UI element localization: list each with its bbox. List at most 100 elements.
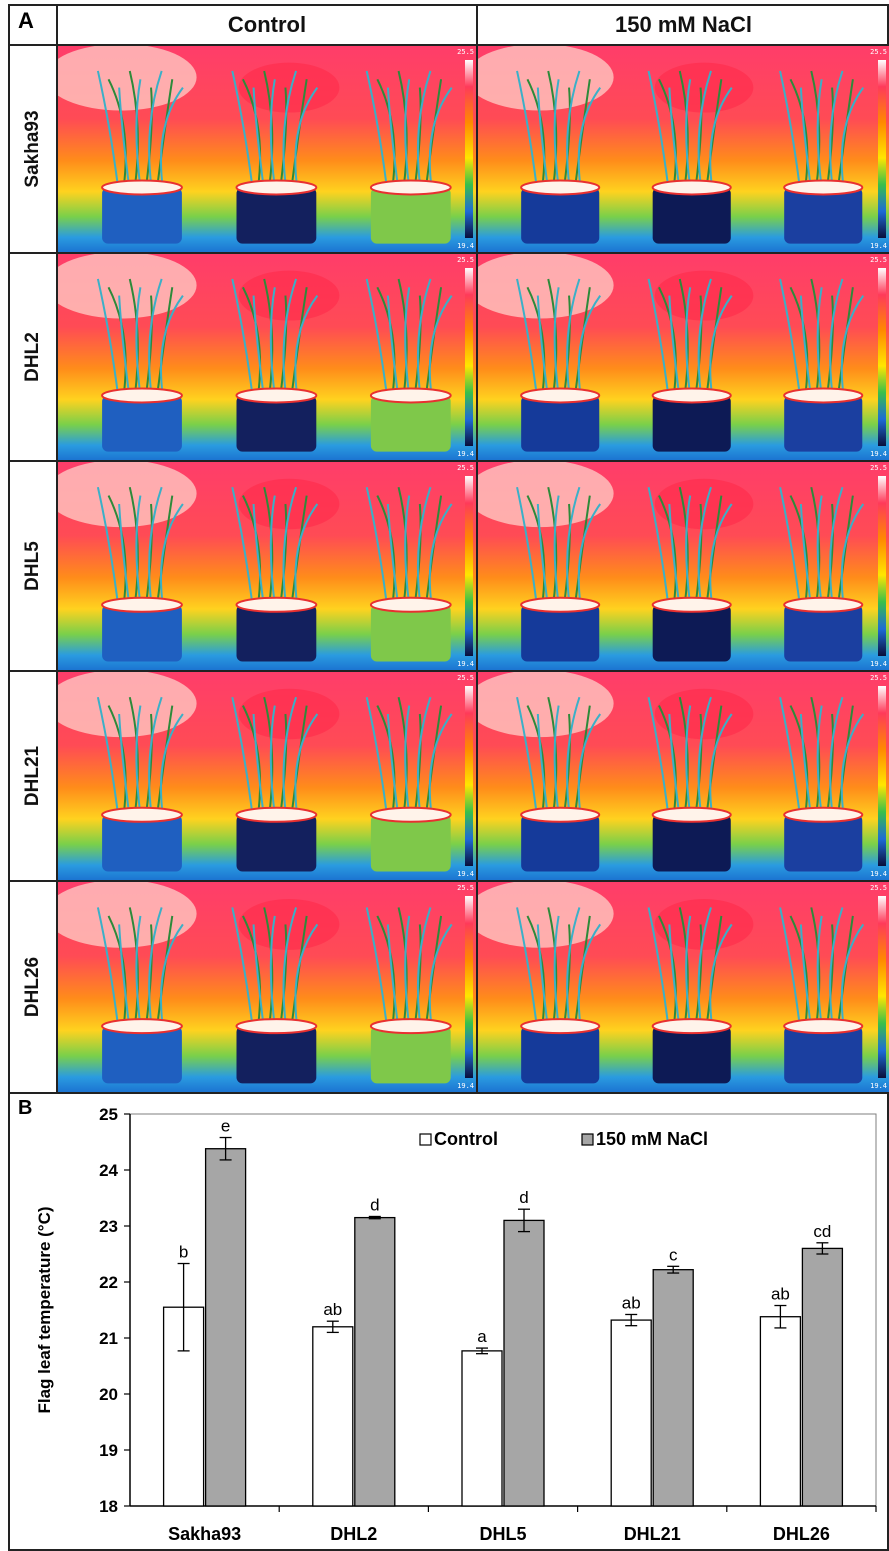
temperature-colorbar xyxy=(878,476,886,656)
thermal-image-graphic xyxy=(58,882,476,1092)
y-tick-label: 24 xyxy=(99,1161,118,1180)
colorbar-min-label: 19.4 xyxy=(457,242,474,250)
colorbar-min-label: 19.4 xyxy=(870,1082,887,1090)
colorbar-max-label: 25.5 xyxy=(870,884,887,892)
thermal-image-sakha93-nacl: 25.5 19.4 xyxy=(478,46,889,254)
row-label-text: DHL26 xyxy=(22,956,43,1018)
row-label-sakha93: Sakha93 xyxy=(10,46,58,254)
legend-label-nacl: 150 mM NaCl xyxy=(596,1129,708,1149)
bar-chart: B 18 19 20 21 22 23 24 25 Sakha93 DHL2 DHL5 DHL21 DH… xyxy=(18,1097,877,1544)
thermal-image-dhl21-control: 25.5 19.4 xyxy=(58,672,478,882)
corner-cell xyxy=(10,6,58,46)
significance-letter: cd xyxy=(813,1222,831,1241)
legend-swatch-control xyxy=(419,1133,432,1146)
row-label-dhl2: DHL2 xyxy=(10,254,58,462)
row-label-text: DHL5 xyxy=(22,541,43,591)
temperature-colorbar xyxy=(465,268,473,446)
thermal-image-graphic xyxy=(478,254,889,460)
legend-swatch-nacl xyxy=(581,1133,594,1146)
bar-control xyxy=(312,1326,354,1507)
colorbar-max-label: 25.5 xyxy=(457,48,474,56)
y-tick-label: 21 xyxy=(99,1329,118,1348)
legend-label-control: Control xyxy=(434,1129,498,1149)
thermal-image-graphic xyxy=(58,254,476,460)
thermal-image-graphic xyxy=(478,882,889,1092)
significance-letter: b xyxy=(179,1243,188,1262)
significance-letter: d xyxy=(370,1195,379,1214)
colorbar-max-label: 25.5 xyxy=(870,256,887,264)
thermal-image-graphic xyxy=(58,46,476,252)
y-tick-label: 22 xyxy=(99,1273,118,1292)
x-tick-label: DHL21 xyxy=(624,1524,681,1544)
x-tick-label: Sakha93 xyxy=(168,1524,241,1544)
row-label-text: DHL2 xyxy=(22,332,43,382)
colorbar-min-label: 19.4 xyxy=(457,1082,474,1090)
temperature-colorbar xyxy=(878,896,886,1078)
bar-nacl xyxy=(652,1269,694,1507)
bar-nacl xyxy=(204,1148,247,1507)
panel-b-letter: B xyxy=(18,1097,32,1119)
row-label-dhl26: DHL26 xyxy=(10,882,58,1094)
thermal-image-graphic xyxy=(478,672,889,880)
colorbar-max-label: 25.5 xyxy=(870,674,887,682)
row-label-dhl21: DHL21 xyxy=(10,672,58,882)
bar-control xyxy=(759,1316,802,1507)
colorbar-min-label: 19.4 xyxy=(870,450,887,458)
colorbar-min-label: 19.4 xyxy=(870,660,887,668)
y-tick-label: 23 xyxy=(99,1217,118,1236)
significance-letter: ab xyxy=(622,1293,641,1312)
thermal-image-dhl26-control: 25.5 19.4 xyxy=(58,882,478,1094)
temperature-colorbar xyxy=(878,686,886,866)
thermal-image-dhl5-control: 25.5 19.4 xyxy=(58,462,478,672)
thermal-image-dhl21-nacl: 25.5 19.4 xyxy=(478,672,889,882)
colorbar-min-label: 19.4 xyxy=(870,242,887,250)
x-tick-label: DHL2 xyxy=(330,1524,377,1544)
temperature-colorbar xyxy=(878,60,886,238)
significance-letter: a xyxy=(477,1327,487,1346)
thermal-image-graphic xyxy=(478,462,889,670)
thermal-image-graphic xyxy=(58,462,476,670)
thermal-image-dhl2-nacl: 25.5 19.4 xyxy=(478,254,889,462)
thermal-image-dhl5-nacl: 25.5 19.4 xyxy=(478,462,889,672)
y-tick-label: 19 xyxy=(99,1441,118,1460)
significance-letter: c xyxy=(669,1245,678,1264)
thermal-image-sakha93-control: 25.5 19.4 xyxy=(58,46,478,254)
x-tick-label: DHL5 xyxy=(479,1524,526,1544)
colorbar-min-label: 19.4 xyxy=(457,450,474,458)
temperature-colorbar xyxy=(878,268,886,446)
row-label-text: Sakha93 xyxy=(22,110,43,188)
thermal-image-dhl2-control: 25.5 19.4 xyxy=(58,254,478,462)
thermal-image-graphic xyxy=(58,672,476,880)
row-label-text: DHL21 xyxy=(22,745,43,807)
thermal-image-graphic xyxy=(478,46,889,252)
bar-chart-panel: B 18 19 20 21 22 23 24 25 Sakha93 DHL2 DHL5 DHL21 DH… xyxy=(8,1094,889,1551)
colorbar-max-label: 25.5 xyxy=(457,674,474,682)
colorbar-max-label: 25.5 xyxy=(457,464,474,472)
bar-nacl xyxy=(354,1216,396,1507)
colorbar-min-label: 19.4 xyxy=(870,870,887,878)
colorbar-max-label: 25.5 xyxy=(870,48,887,56)
y-tick-label: 25 xyxy=(99,1105,118,1124)
bar-nacl xyxy=(801,1247,844,1507)
thermal-image-dhl26-nacl: 25.5 19.4 xyxy=(478,882,889,1094)
temperature-colorbar xyxy=(465,60,473,238)
significance-letter: ab xyxy=(771,1285,790,1304)
x-tick-label: DHL26 xyxy=(773,1524,830,1544)
temperature-colorbar xyxy=(465,686,473,866)
panel-a-letter: A xyxy=(18,8,34,33)
y-axis-label: Flag leaf temperature (°C) xyxy=(35,1206,54,1413)
bar-nacl xyxy=(503,1219,545,1507)
temperature-colorbar xyxy=(465,476,473,656)
column-header-nacl: 150 mM NaCl xyxy=(478,6,889,46)
temperature-colorbar xyxy=(465,896,473,1078)
colorbar-max-label: 25.5 xyxy=(457,256,474,264)
column-header-control: Control xyxy=(58,6,478,46)
colorbar-max-label: 25.5 xyxy=(870,464,887,472)
significance-letter: ab xyxy=(323,1300,342,1319)
colorbar-max-label: 25.5 xyxy=(457,884,474,892)
colorbar-min-label: 19.4 xyxy=(457,660,474,668)
significance-letter: d xyxy=(519,1188,528,1207)
colorbar-min-label: 19.4 xyxy=(457,870,474,878)
row-label-dhl5: DHL5 xyxy=(10,462,58,672)
thermal-image-panel: A Control 150 mM NaCl Sakha93 DHL2 DHL5 … xyxy=(8,4,889,1094)
